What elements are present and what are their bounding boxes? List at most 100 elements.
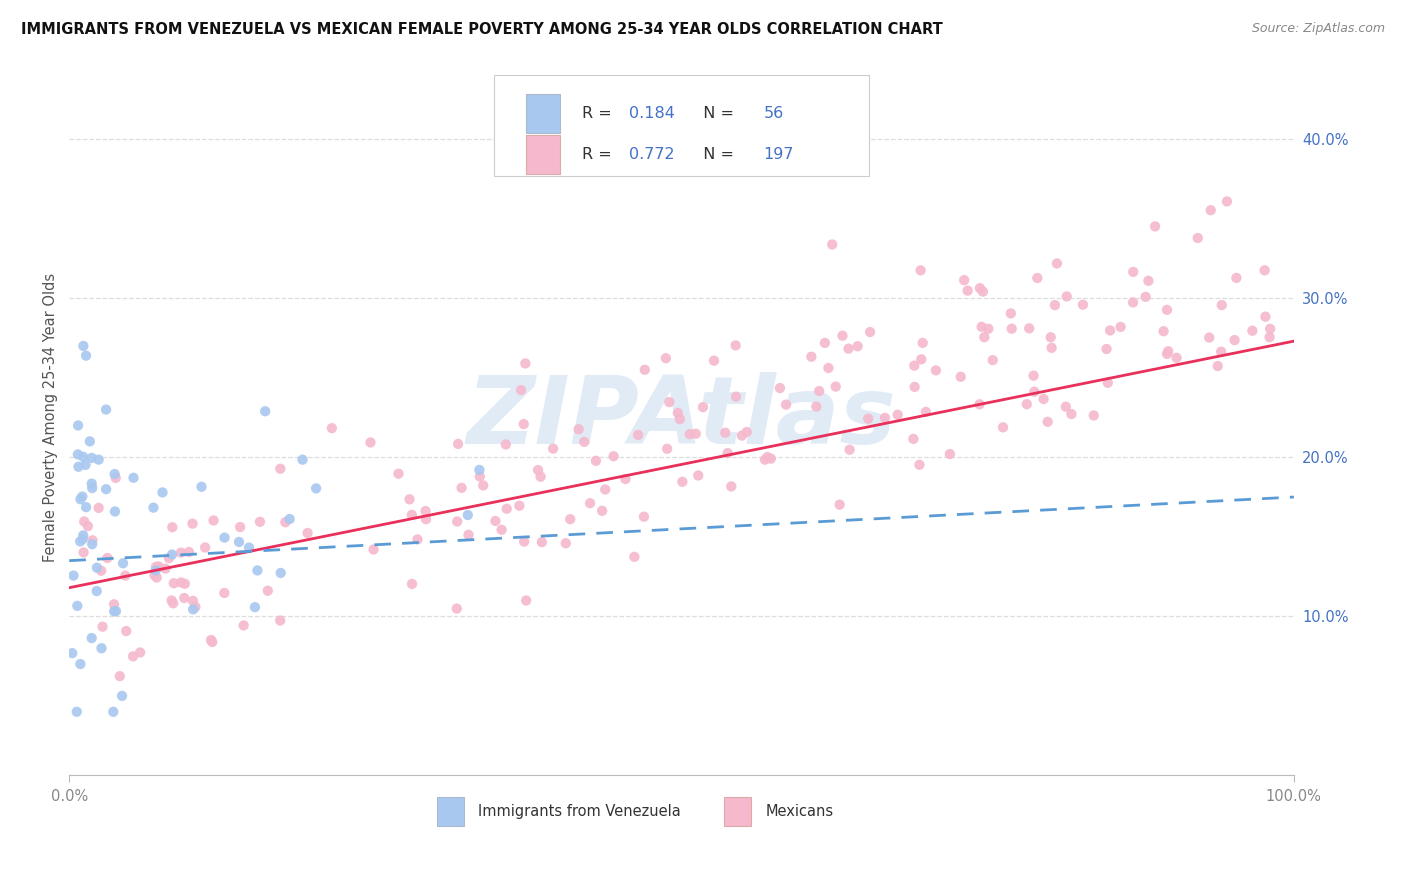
Point [908, 458, 931, 472]
Point [142, 500, 165, 515]
Point [1241, 324, 1264, 338]
Point [72, 490, 94, 504]
Point [655, 442, 678, 456]
Point [591, 504, 613, 518]
Point [669, 412, 692, 426]
Point [129, 645, 152, 659]
Point [90, 641, 112, 656]
Point [468, 469, 491, 483]
Point [735, 425, 758, 439]
Point [104, 504, 127, 518]
Point [724, 338, 747, 352]
Point [201, 635, 224, 649]
Point [769, 381, 792, 395]
Point [1043, 298, 1066, 312]
Point [446, 601, 468, 615]
Point [67, 418, 90, 433]
Point [513, 534, 536, 549]
Point [157, 551, 180, 566]
Point [1199, 203, 1222, 218]
Point [87, 500, 110, 515]
Point [858, 411, 880, 425]
Point [953, 273, 976, 287]
Point [1253, 263, 1275, 277]
Text: 0.772: 0.772 [628, 147, 675, 162]
Point [1254, 310, 1277, 324]
Point [238, 541, 260, 555]
Point [724, 390, 747, 404]
Point [1024, 384, 1046, 399]
Point [72, 545, 94, 559]
Point [1135, 290, 1157, 304]
Point [446, 515, 468, 529]
Point [387, 467, 409, 481]
Point [1046, 256, 1069, 270]
Point [759, 451, 782, 466]
Point [720, 479, 742, 493]
Point [904, 380, 927, 394]
Point [114, 568, 136, 582]
Point [145, 564, 167, 578]
Point [484, 514, 506, 528]
Point [593, 483, 616, 497]
Point [688, 468, 710, 483]
Point [256, 583, 278, 598]
Point [145, 560, 167, 574]
Point [1187, 231, 1209, 245]
Point [633, 509, 655, 524]
Point [956, 284, 979, 298]
Point [80, 476, 103, 491]
Point [1095, 342, 1118, 356]
Text: 197: 197 [763, 147, 794, 162]
Point [1039, 330, 1062, 344]
Point [1060, 407, 1083, 421]
Point [806, 400, 828, 414]
Point [969, 281, 991, 295]
Point [228, 535, 250, 549]
Point [969, 397, 991, 411]
Point [152, 485, 174, 500]
Point [1166, 351, 1188, 365]
Point [527, 463, 550, 477]
Point [658, 395, 681, 409]
Point [72, 532, 94, 546]
Point [184, 600, 207, 615]
Point [67, 459, 90, 474]
Point [614, 472, 637, 486]
Point [415, 512, 437, 526]
Point [873, 410, 896, 425]
Point [103, 597, 125, 611]
Point [163, 576, 186, 591]
Point [360, 435, 382, 450]
Point [321, 421, 343, 435]
Point [278, 512, 301, 526]
Point [1122, 295, 1144, 310]
Point [243, 600, 266, 615]
Point [585, 454, 607, 468]
Point [173, 591, 195, 605]
Point [249, 515, 271, 529]
Point [69, 492, 91, 507]
Point [756, 450, 779, 464]
Point [143, 568, 166, 582]
Point [170, 575, 193, 590]
Point [679, 427, 702, 442]
Point [73, 515, 96, 529]
Point [775, 398, 797, 412]
Point [623, 549, 645, 564]
Point [297, 525, 319, 540]
Point [94, 402, 117, 417]
Point [808, 384, 831, 398]
Text: 0.184: 0.184 [628, 106, 675, 120]
Point [202, 514, 225, 528]
Point [579, 496, 602, 510]
Point [1144, 219, 1167, 234]
Point [838, 342, 860, 356]
Point [634, 363, 657, 377]
Point [82, 537, 104, 551]
Point [160, 593, 183, 607]
Point [269, 462, 291, 476]
Point [305, 481, 328, 495]
Point [1099, 323, 1122, 337]
Point [80, 631, 103, 645]
